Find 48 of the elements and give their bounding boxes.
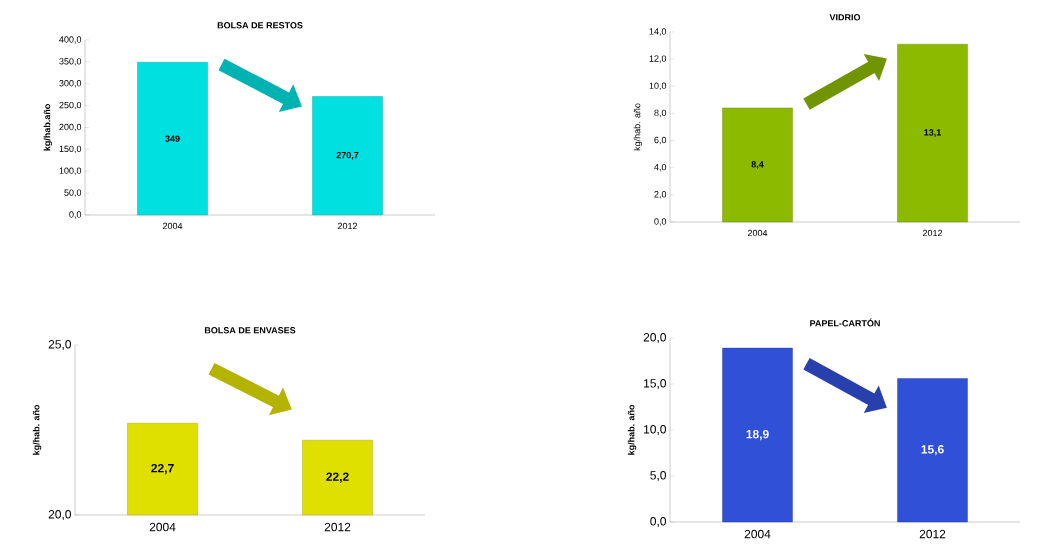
y-tick-label: 150,0 [59,145,82,154]
x-tick-label: 2012 [324,522,351,532]
y-tick-label: 12,0 [649,55,667,63]
data-label: 270,7 [336,151,359,160]
x-tick-label: 2012 [337,222,358,230]
chart-title: BOLSA DE ENVASES [204,327,296,334]
y-tick-label: 200,0 [59,123,82,132]
y-tick-label: 10,0 [649,82,667,90]
y-axis-title: kg/hab. año [633,103,643,151]
y-tick-label: 25,0 [48,340,72,350]
data-label: 22,2 [326,472,349,483]
x-tick-label: 2012 [919,529,946,539]
y-tick-label: 300,0 [59,80,82,88]
y-axis-title: kg/hab. año [627,404,637,455]
y-tick-label: 6,0 [654,136,667,145]
x-tick-label: 2004 [744,529,771,539]
y-tick-label: 350,0 [59,58,82,66]
y-tick-label: 50,0 [64,189,82,197]
y-tick-label: 250,0 [59,101,82,110]
y-tick-label: 0,0 [69,211,82,219]
y-tick-label: 20,0 [48,510,72,520]
y-tick-label: 20,0 [643,333,667,343]
y-tick-label: 5,0 [650,471,667,481]
y-tick-label: 2,0 [654,191,667,199]
y-axis-title: kg/hab. año [32,404,42,455]
data-label: 22,7 [151,463,174,475]
x-tick-label: 2012 [922,229,943,237]
y-tick-label: 100,0 [59,167,82,175]
y-tick-label: 15,0 [644,379,667,389]
data-label: 18,9 [746,429,769,441]
y-tick-label: 0,0 [650,517,667,527]
chart-title: VIDRIO [829,14,861,21]
y-tick-label: 400,0 [59,36,82,44]
y-tick-label: 4,0 [654,163,667,172]
chart-title: BOLSA DE RESTOS [217,22,303,29]
y-tick-label: 8,0 [654,109,667,118]
data-label: 15,6 [921,445,944,456]
chart-title: PAPEL-CARTÓN [810,318,880,327]
x-tick-label: 2004 [149,522,176,532]
y-axis-title: kg/hab.año [43,104,53,151]
y-tick-label: 10,0 [644,425,667,435]
data-label: 8,4 [751,161,764,169]
data-label: 349 [165,135,180,142]
y-tick-label: 14,0 [649,28,667,36]
x-tick-label: 2004 [162,222,183,230]
data-label: 13,1 [924,129,942,137]
x-tick-label: 2004 [747,229,768,237]
y-tick-label: 0,0 [654,218,667,226]
